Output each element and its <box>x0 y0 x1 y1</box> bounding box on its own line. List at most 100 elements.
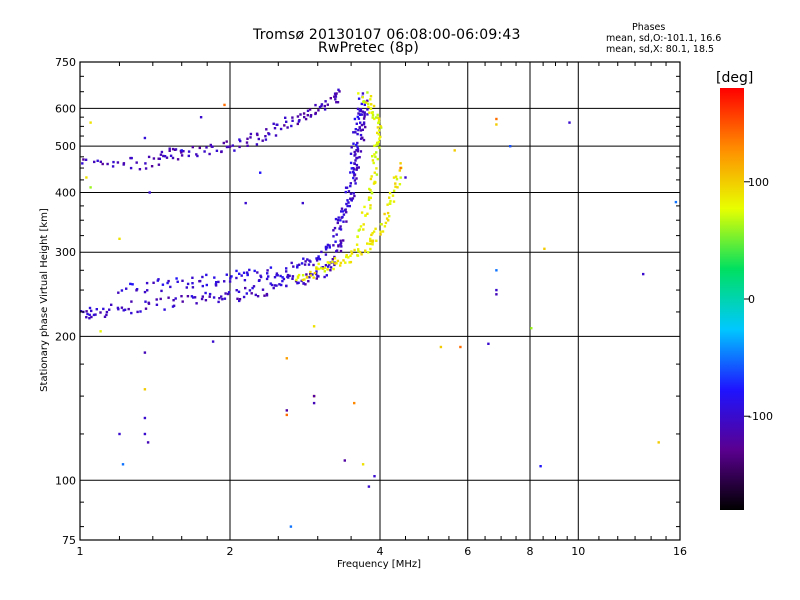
echo-point <box>363 115 366 118</box>
echo-point <box>208 152 211 156</box>
echo-point <box>249 136 252 139</box>
echo-point <box>308 108 312 111</box>
echo-point <box>362 100 366 103</box>
phases-o-stats: mean, sd,O:-101.1, 16.6 <box>606 33 722 44</box>
echo-point <box>320 104 323 108</box>
echo-point <box>299 113 302 116</box>
echo-point <box>304 117 308 121</box>
echo-point <box>118 237 121 240</box>
echo-point <box>370 175 373 178</box>
echo-point <box>166 281 169 285</box>
echo-point <box>340 207 344 210</box>
echo-point <box>320 103 324 106</box>
echo-point <box>336 259 340 263</box>
echo-point <box>163 308 166 311</box>
colorbar-unit-label: [deg] <box>716 70 753 86</box>
echo-point <box>379 223 383 226</box>
plot-frame <box>79 61 681 541</box>
echo-point <box>208 295 211 298</box>
echo-point <box>81 162 84 165</box>
echo-point <box>324 248 328 251</box>
echo-point <box>333 226 337 230</box>
echo-point <box>303 115 306 119</box>
echo-point <box>236 297 239 300</box>
echo-point <box>323 275 326 279</box>
echo-point <box>251 286 254 290</box>
echo-point <box>362 123 366 126</box>
echo-point <box>103 315 107 318</box>
echo-point <box>354 153 357 156</box>
echo-point <box>105 310 109 314</box>
echo-point <box>309 270 312 274</box>
echo-point <box>265 128 268 131</box>
echo-point <box>379 135 382 139</box>
echo-point <box>122 163 125 166</box>
echo-point <box>376 157 379 161</box>
echo-point <box>203 150 206 153</box>
echo-point <box>252 285 256 288</box>
echo-point <box>352 192 355 195</box>
echo-point <box>389 199 392 203</box>
echo-point <box>340 245 343 248</box>
echo-point <box>285 267 288 270</box>
echo-point <box>290 261 293 265</box>
echo-point <box>337 216 340 219</box>
echo-point <box>361 110 365 113</box>
colorbar-tick-label: 0 <box>748 293 755 306</box>
echo-point <box>354 131 357 134</box>
echo-point <box>355 243 359 246</box>
echo-point <box>352 167 355 170</box>
echo-point <box>147 155 151 159</box>
echo-point <box>182 150 185 153</box>
echo-point <box>386 203 389 206</box>
echo-point <box>375 151 378 154</box>
echo-point <box>296 122 299 126</box>
echo-point <box>143 290 147 294</box>
echo-point <box>495 117 498 121</box>
echo-point <box>364 214 367 217</box>
echo-point <box>235 276 238 280</box>
echo-point <box>244 201 247 205</box>
echo-point <box>201 284 204 288</box>
echo-point <box>342 213 346 216</box>
echo-point <box>329 266 333 269</box>
echo-point <box>266 272 269 275</box>
echo-point <box>218 297 221 300</box>
echo-point <box>362 228 365 231</box>
echo-point <box>208 292 212 296</box>
echo-point <box>374 155 377 159</box>
echo-point <box>223 103 226 107</box>
echo-point <box>275 274 278 277</box>
echo-point <box>369 98 372 101</box>
echo-point <box>108 308 111 311</box>
echo-point <box>366 113 369 116</box>
echo-point <box>144 167 148 170</box>
echo-point <box>165 156 169 159</box>
echo-point <box>221 298 224 301</box>
echo-point <box>399 176 402 179</box>
echo-point <box>337 88 340 91</box>
echo-point <box>332 267 335 271</box>
echo-point <box>95 308 98 311</box>
echo-point <box>333 257 337 260</box>
echo-point <box>195 153 198 156</box>
echo-point <box>302 112 306 115</box>
echo-point <box>379 125 382 128</box>
echo-point <box>264 135 267 138</box>
echo-point <box>356 148 360 151</box>
echo-point <box>106 162 109 166</box>
echo-point <box>264 138 268 141</box>
echo-point <box>360 102 363 106</box>
echo-point <box>367 251 370 254</box>
echo-point <box>361 463 365 466</box>
echo-point <box>361 128 364 131</box>
echo-point <box>371 232 374 235</box>
echo-point <box>191 282 194 285</box>
echo-point <box>357 92 360 95</box>
echo-point <box>349 260 353 264</box>
echo-point <box>96 159 99 162</box>
echo-point <box>372 161 375 165</box>
echo-point <box>238 298 242 301</box>
echo-point <box>369 247 372 251</box>
echo-point <box>167 296 170 299</box>
